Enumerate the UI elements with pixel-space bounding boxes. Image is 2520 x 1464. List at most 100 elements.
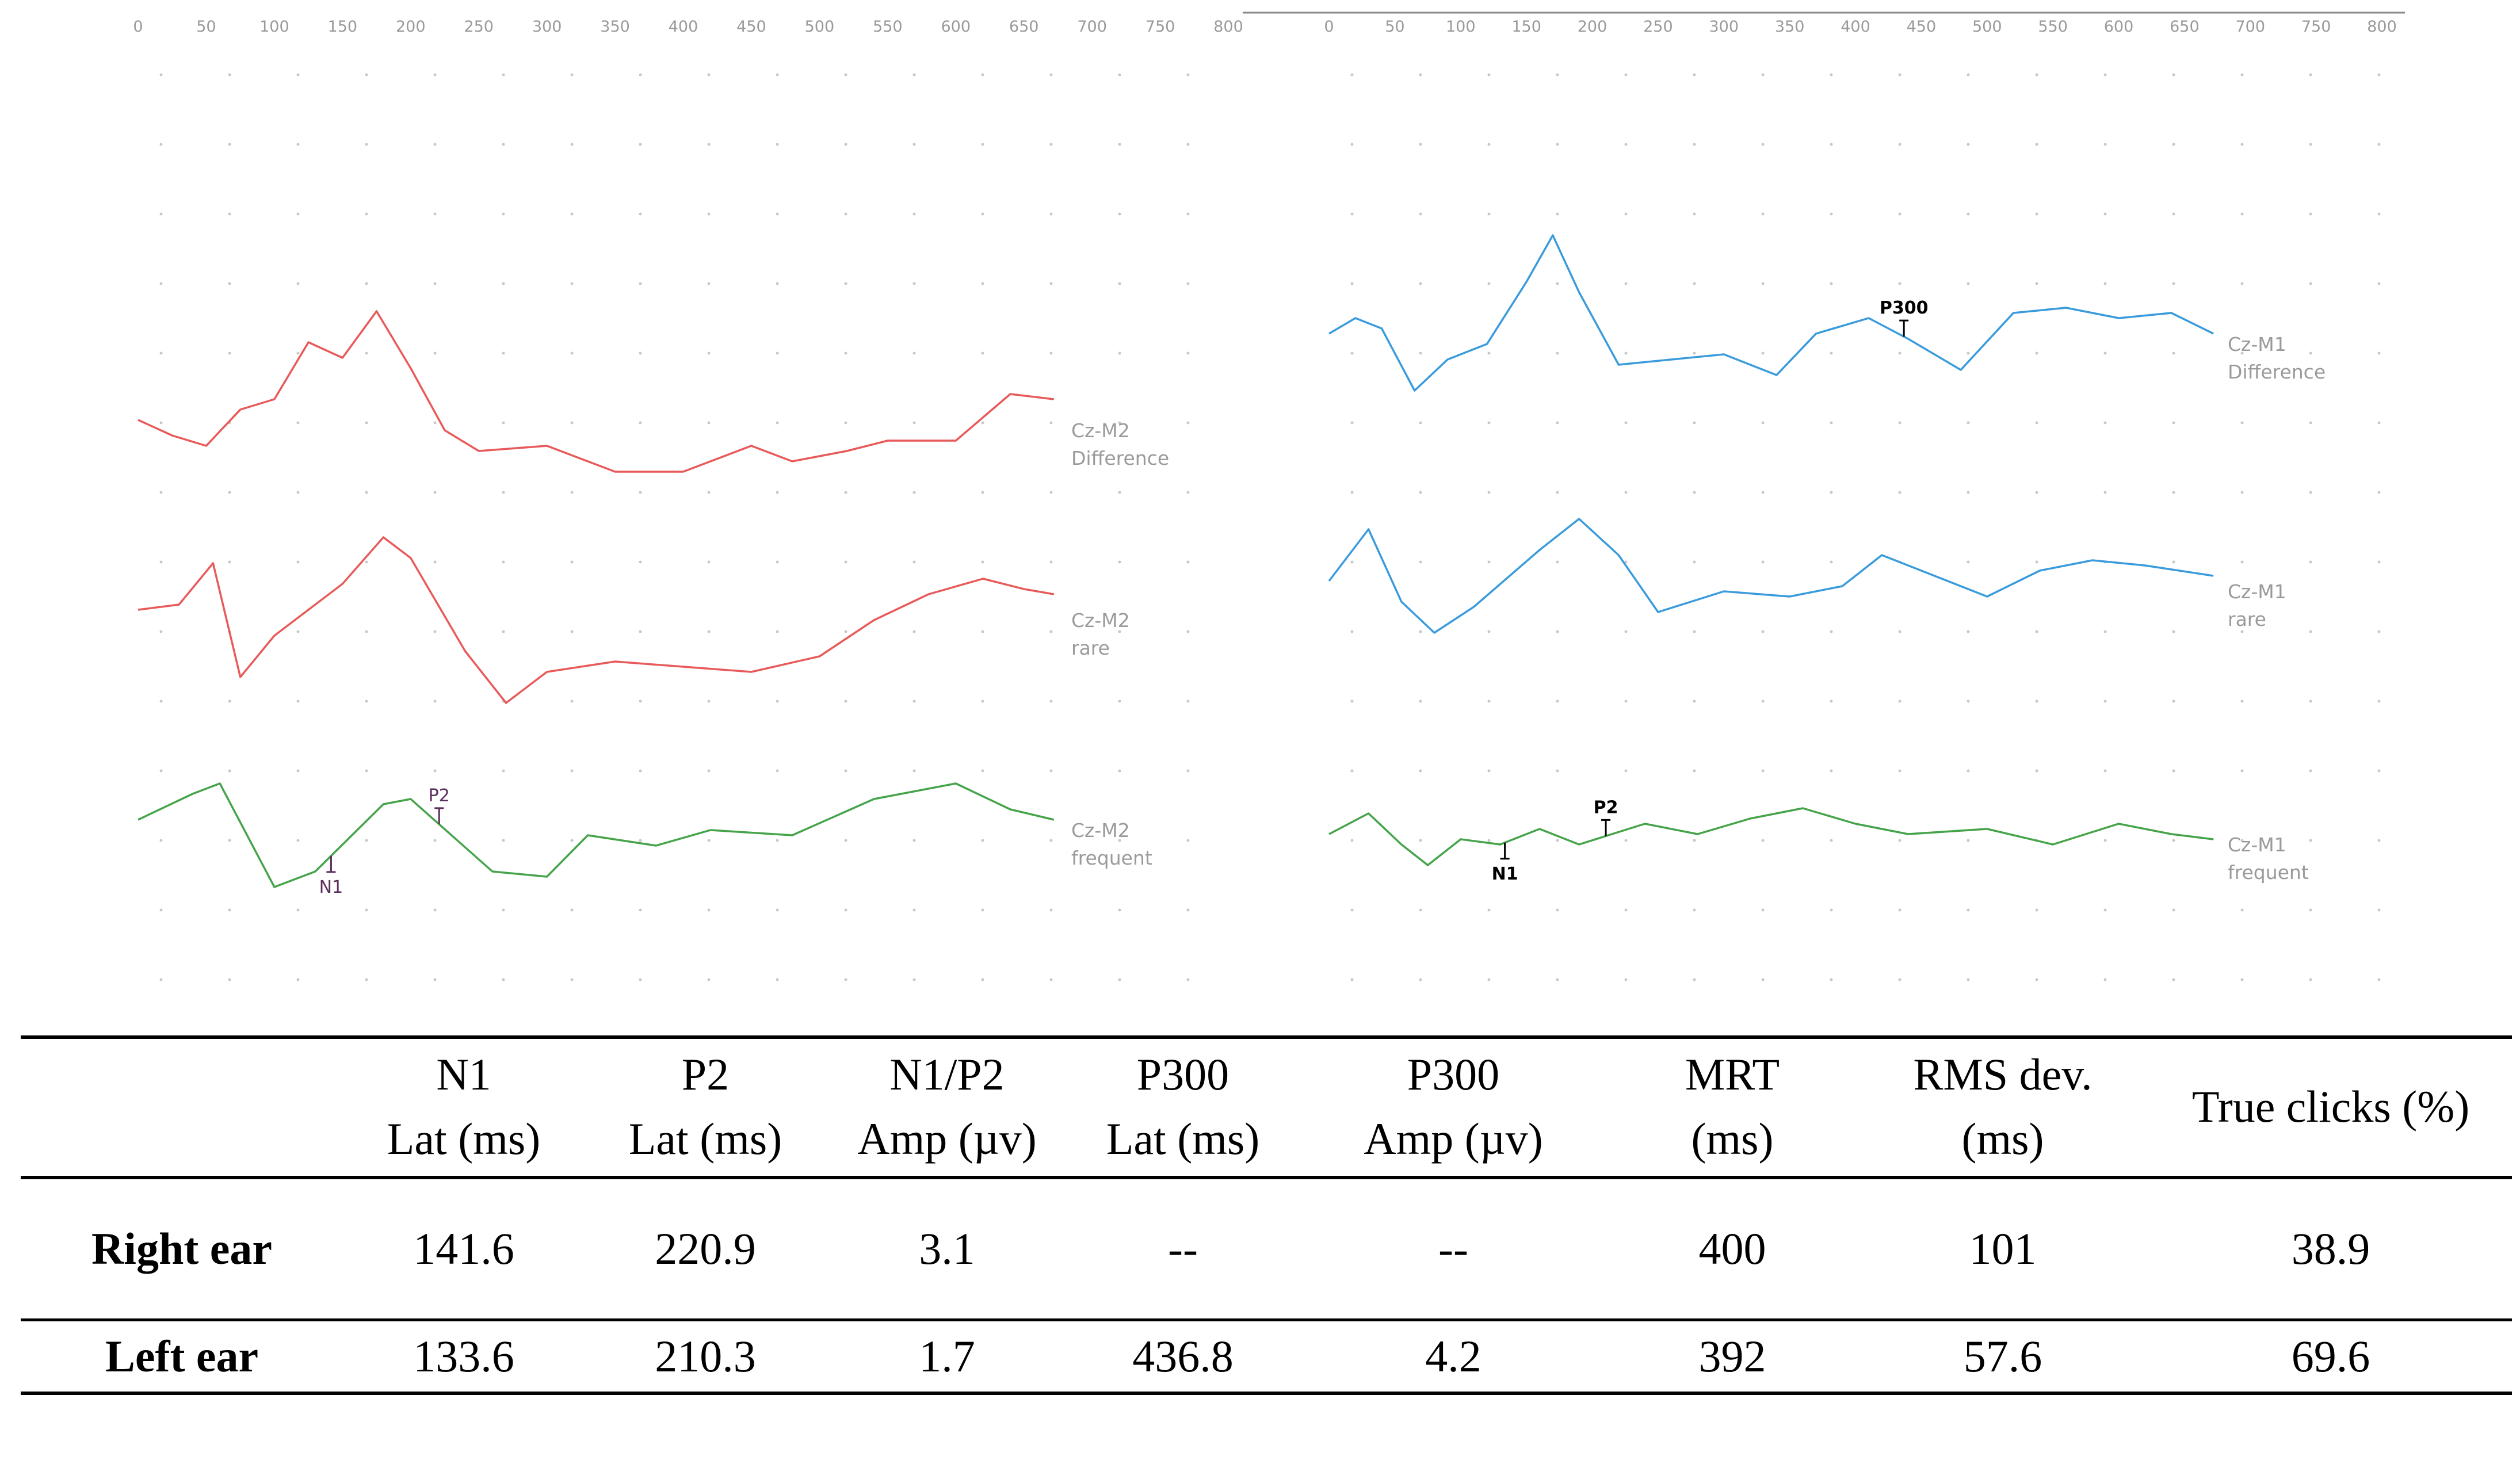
grid-dot — [296, 351, 300, 355]
grid-dot — [2240, 143, 2244, 146]
x-tick-label: 750 — [1146, 18, 1175, 36]
grid-dot — [707, 699, 711, 703]
grid-dot — [1487, 978, 1491, 981]
grid-dot — [912, 630, 916, 633]
grid-dot — [1556, 769, 1559, 773]
grid-dot — [912, 769, 916, 773]
grid-dot — [1186, 978, 1190, 981]
trace-channel-label: Cz-M1 — [2228, 333, 2286, 356]
grid-dot — [2172, 560, 2175, 564]
grid-dot — [1487, 421, 1491, 425]
header-p2-lat: P2 Lat (ms) — [585, 1035, 826, 1179]
grid-dot — [570, 491, 574, 494]
grid-dot — [1898, 491, 1902, 494]
x-tick-label: 600 — [2104, 18, 2134, 36]
grid-dot — [2377, 699, 2381, 703]
grid-dot — [2309, 630, 2312, 633]
grid-dot — [776, 560, 779, 564]
grid-dot — [159, 908, 163, 912]
grid-dot — [1761, 491, 1765, 494]
cell-n1p2-amp: 3.1 — [919, 1224, 975, 1274]
x-tick-label: 300 — [532, 18, 562, 36]
grid-dot — [1049, 282, 1053, 285]
x-tick-label: 150 — [1511, 18, 1541, 36]
grid-dot — [502, 282, 505, 285]
grid-dot — [1624, 212, 1628, 216]
peak-label-p2: P2 — [429, 786, 450, 806]
grid-dot — [433, 421, 437, 425]
cell-p300-amp: -- — [1438, 1224, 1468, 1274]
grid-dot — [1967, 560, 1970, 564]
grid-dot — [1049, 421, 1053, 425]
grid-dot — [228, 491, 231, 494]
grid-dot — [981, 769, 984, 773]
grid-dot — [570, 560, 574, 564]
grid-dot — [2377, 73, 2381, 77]
grid-dot — [707, 839, 711, 842]
grid-dot — [2377, 630, 2381, 633]
grid-dot — [1624, 143, 1628, 146]
results-table: N1 Lat (ms) P2 Lat (ms) N1/P2 Amp (µv) P300… — [21, 1035, 2512, 1395]
grid-dot — [1556, 143, 1559, 146]
grid-dot — [1693, 908, 1696, 912]
grid-dot — [2377, 839, 2381, 842]
grid-dot — [365, 73, 368, 77]
grid-dot — [1556, 351, 1559, 355]
grid-dot — [433, 630, 437, 633]
grid-dot — [433, 978, 437, 981]
grid-dot — [707, 143, 711, 146]
grid-dot — [1350, 908, 1354, 912]
grid-dot — [912, 212, 916, 216]
grid-dot — [1186, 839, 1190, 842]
grid-dot — [159, 143, 163, 146]
grid-dot — [502, 73, 505, 77]
grid-dot — [1419, 73, 1422, 77]
grid-dot — [1556, 491, 1559, 494]
grid-dot — [1556, 421, 1559, 425]
grid-dot — [228, 908, 231, 912]
grid-dot — [639, 769, 642, 773]
grid-dot — [844, 839, 847, 842]
grid-dot — [1556, 560, 1559, 564]
grid-dot — [2035, 978, 2038, 981]
grid-dot — [2035, 560, 2038, 564]
grid-dot — [1898, 282, 1902, 285]
grid-dot — [912, 839, 916, 842]
peak-label-n1: N1 — [1492, 864, 1518, 884]
grid-dot — [228, 699, 231, 703]
grid-dot — [502, 908, 505, 912]
grid-dot — [1693, 839, 1696, 842]
grid-dot — [1761, 212, 1765, 216]
grid-dot — [1967, 73, 1970, 77]
grid-dot — [365, 421, 368, 425]
grid-dot — [1624, 839, 1628, 842]
grid-dot — [2103, 630, 2107, 633]
grid-dot — [1761, 73, 1765, 77]
grid-dot — [707, 282, 711, 285]
grid-dot — [1830, 630, 1833, 633]
grid-dot — [1830, 282, 1833, 285]
grid-dot — [1487, 351, 1491, 355]
grid-dot — [707, 73, 711, 77]
header-p300-amp: P300 Amp (µv) — [1298, 1035, 1609, 1179]
grid-dot — [1487, 699, 1491, 703]
grid-dot — [228, 839, 231, 842]
x-tick-label: 650 — [2170, 18, 2200, 36]
erp-waveform-figure: 0 50 100 150 200 250 300 350 400 450 500 550 600 650 7… — [133, 12, 2405, 981]
grid-dot — [1487, 630, 1491, 633]
grid-dot — [1761, 699, 1765, 703]
grid-dot — [1049, 978, 1053, 981]
grid-dot — [1118, 560, 1121, 564]
grid-dot — [365, 560, 368, 564]
grid-dot — [1898, 351, 1902, 355]
grid-dot — [639, 351, 642, 355]
grid-dot — [1967, 699, 1970, 703]
grid-dot — [1761, 630, 1765, 633]
grid-dot — [1693, 769, 1696, 773]
grid-dot — [2172, 73, 2175, 77]
grid-dot — [2377, 908, 2381, 912]
cell-n1-lat: 141.6 — [413, 1224, 514, 1274]
grid-dot — [1419, 491, 1422, 494]
grid-dot — [1487, 839, 1491, 842]
grid-dot — [296, 839, 300, 842]
